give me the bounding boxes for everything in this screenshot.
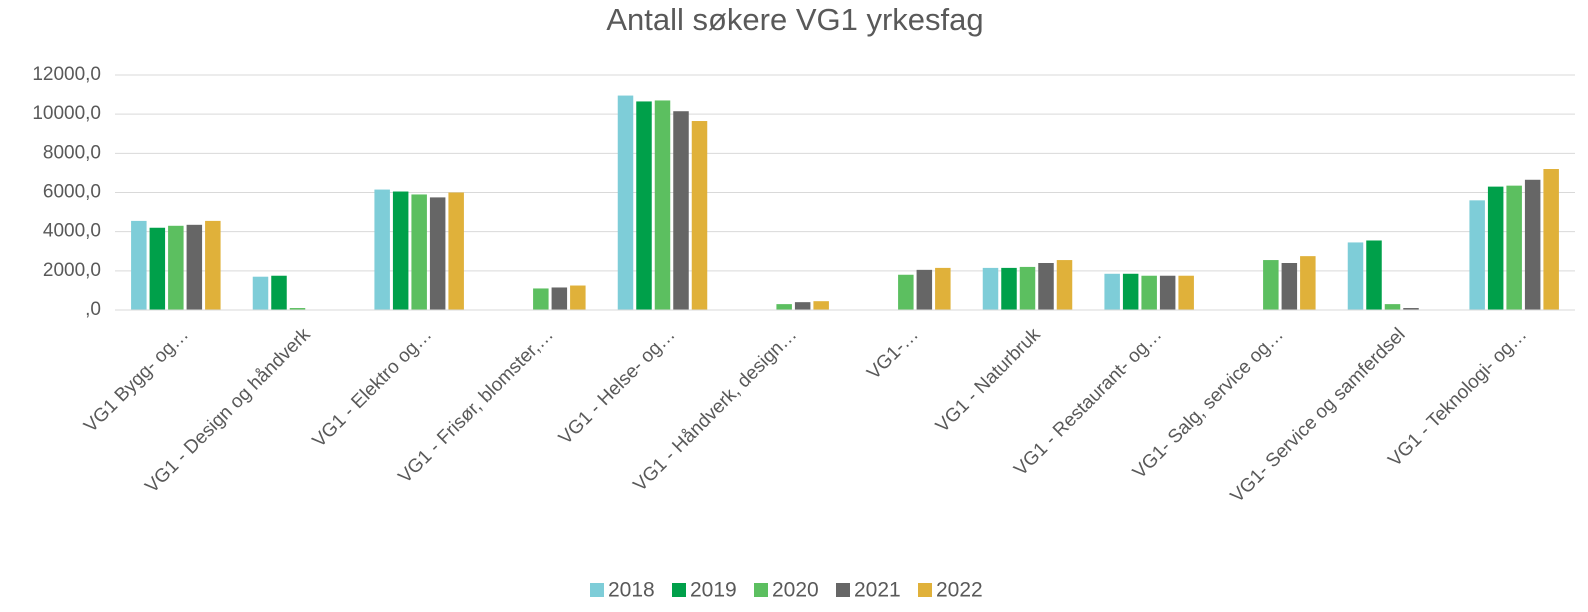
- bar: [374, 189, 390, 310]
- y-tick-label: 6000,0: [43, 182, 101, 203]
- bar: [1141, 275, 1157, 310]
- bar: [935, 267, 951, 310]
- legend-swatch: [754, 583, 768, 597]
- bar: [168, 225, 184, 310]
- bar: [1122, 273, 1139, 310]
- legend-swatch: [918, 583, 932, 597]
- bar: [1178, 275, 1194, 310]
- bar: [1524, 179, 1541, 310]
- bar: [617, 95, 634, 310]
- legend-swatch: [672, 583, 686, 597]
- bar: [673, 111, 689, 311]
- bar: [1300, 256, 1316, 310]
- bar: [916, 269, 933, 310]
- bar: [1469, 200, 1485, 310]
- bar: [1263, 260, 1279, 310]
- bar: [533, 288, 549, 310]
- y-tick-label: 8000,0: [43, 142, 101, 163]
- bar: [1056, 260, 1073, 310]
- legend-label: 2022: [936, 579, 983, 602]
- x-tick-label: VG1 - Helse- og…: [555, 324, 680, 449]
- bar: [813, 301, 829, 310]
- bar: [691, 121, 708, 310]
- bar: [1281, 263, 1298, 310]
- chart-title: Antall søkere VG1 yrkesfag: [606, 2, 983, 37]
- bar: [1506, 185, 1522, 310]
- bar: [776, 304, 792, 310]
- bar: [289, 308, 306, 310]
- bar: [448, 192, 464, 310]
- x-tick-label: VG1 - Naturbruk: [932, 324, 1045, 437]
- bar: [1001, 267, 1017, 310]
- bar: [654, 100, 671, 310]
- bar: [794, 302, 811, 310]
- legend-swatch: [836, 583, 850, 597]
- bar: [186, 224, 203, 310]
- bar: [1366, 240, 1382, 310]
- bar: [392, 191, 409, 310]
- bar: [1543, 169, 1559, 310]
- y-tick-label: 2000,0: [43, 260, 101, 281]
- legend-label: 2019: [690, 579, 737, 602]
- y-tick-label: 10000,0: [32, 103, 101, 124]
- bar: [252, 276, 269, 310]
- y-tick-label: 12000,0: [32, 64, 101, 85]
- bar: [131, 220, 147, 310]
- legend-swatch: [590, 583, 604, 597]
- bar: [271, 275, 287, 310]
- bar: [1019, 266, 1036, 310]
- bar: [1403, 308, 1419, 310]
- bar: [982, 267, 999, 310]
- x-tick-label: VG1-…: [863, 324, 923, 384]
- x-tick-label: VG1 Bygg- og…: [80, 324, 193, 437]
- bar: [411, 194, 427, 310]
- bar: [1104, 273, 1120, 310]
- bar: [1159, 275, 1176, 310]
- y-tick-label: 4000,0: [43, 221, 101, 242]
- bar: [149, 227, 166, 310]
- bar: [429, 197, 446, 310]
- legend-label: 2020: [772, 579, 819, 602]
- bar: [1347, 242, 1364, 310]
- bar: [636, 101, 652, 310]
- x-tick-label: VG1 - Teknologi- og…: [1384, 324, 1531, 471]
- x-tick-label: VG1 - Elektro og…: [309, 324, 437, 452]
- bar: [1038, 263, 1054, 310]
- y-tick-label: ,0: [85, 299, 101, 320]
- bar: [898, 274, 914, 310]
- bar: [1384, 304, 1401, 310]
- bar: [570, 285, 586, 310]
- bar: [1487, 186, 1504, 310]
- bar: [205, 220, 221, 310]
- bar: [551, 287, 568, 310]
- legend-label: 2018: [608, 579, 655, 602]
- legend-label: 2021: [854, 579, 901, 602]
